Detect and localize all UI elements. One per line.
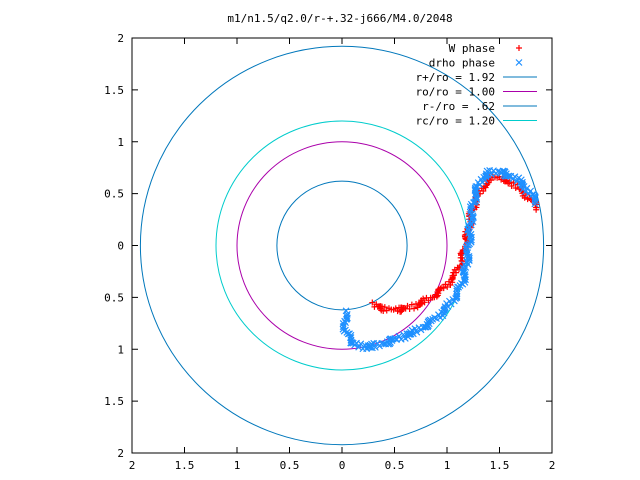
- x-tick-label: 1.5: [175, 459, 195, 472]
- drho-phase-marker: [531, 194, 539, 202]
- w-phase-marker: [440, 285, 447, 292]
- y-tick-label: 2: [117, 447, 124, 460]
- w-phase-marker: [433, 293, 440, 300]
- drho-phase-marker: [431, 314, 438, 322]
- drho-phase-marker: [473, 196, 481, 203]
- x-tick-label: 0.5: [385, 459, 405, 472]
- drho-phase-marker: [523, 184, 531, 192]
- legend-label: W phase: [449, 42, 495, 55]
- x-tick-label: 1: [234, 459, 241, 472]
- drho-phase-series: [339, 166, 539, 353]
- drho-phase-marker: [472, 183, 480, 190]
- drho-phase-marker: [531, 200, 539, 208]
- drho-phase-marker: [466, 208, 474, 216]
- x-tick-label: 2: [549, 459, 556, 472]
- w-phase-marker: [512, 184, 519, 191]
- y-axis-ticks: 2 1.5 1 0.5 0 0.5 1 1.5 2: [104, 32, 552, 460]
- w-phase-marker: [453, 269, 460, 276]
- drho-phase-marker: [409, 330, 417, 338]
- x-tick-label: 2: [129, 459, 136, 472]
- circle-0: [139, 45, 545, 446]
- legend-label: rc/ro = 1.20: [416, 115, 495, 128]
- w-phase-marker: [444, 283, 451, 290]
- drho-phase-marker: [453, 292, 461, 300]
- drho-phase-marker: [511, 173, 519, 181]
- w-phase-marker: [506, 178, 513, 185]
- legend-label: drho phase: [429, 57, 495, 70]
- w-phase-marker: [508, 183, 515, 190]
- w-phase-marker: [404, 302, 411, 309]
- drho-phase-marker: [531, 197, 539, 205]
- x-tick-label: 0.5: [280, 459, 300, 472]
- y-tick-label: 1: [117, 136, 124, 149]
- drho-phase-marker: [347, 334, 355, 341]
- legend-label: r+/ro = 1.92: [416, 71, 495, 84]
- y-tick-label: 0.5: [104, 188, 124, 201]
- drho-phase-marker: [411, 325, 419, 333]
- drho-phase-marker: [467, 221, 475, 229]
- y-tick-label: 0.5: [104, 291, 124, 304]
- w-phase-marker: [458, 257, 465, 264]
- x-tick-label: 1: [444, 459, 451, 472]
- x-axis-ticks: 2 1.5 1 0.5 0 0.5 1 1.5 2: [129, 38, 556, 472]
- circle-2: [276, 180, 408, 311]
- y-tick-label: 0: [117, 240, 124, 253]
- w-phase-marker: [480, 187, 487, 194]
- y-tick-label: 1.5: [104, 395, 124, 408]
- x-tick-label: 1.5: [490, 459, 510, 472]
- drho-phase-marker: [371, 343, 379, 351]
- w-phase-marker: [411, 305, 418, 312]
- drho-phase-marker: [407, 330, 415, 338]
- drho-phase-marker: [355, 343, 363, 351]
- drho-phase-marker: [391, 334, 399, 342]
- circle-1: [236, 141, 448, 350]
- w-phase-marker: [381, 304, 388, 311]
- legend-marker: [516, 45, 522, 51]
- legend-label: ro/ro = 1.00: [416, 86, 495, 99]
- y-tick-label: 2: [117, 32, 124, 45]
- drho-phase-marker: [467, 206, 475, 213]
- legend-marker: [515, 59, 523, 66]
- legend-label: r-/ro = .62: [422, 100, 495, 113]
- drho-phase-marker: [505, 172, 513, 180]
- w-phase-marker: [488, 177, 495, 184]
- w-phase-marker: [421, 299, 428, 306]
- y-tick-label: 1.5: [104, 84, 124, 97]
- drho-phase-marker: [357, 340, 365, 348]
- drho-phase-marker: [513, 177, 521, 185]
- x-tick-label: 0: [339, 459, 346, 472]
- drho-phase-marker: [471, 187, 479, 194]
- drho-phase-marker: [413, 328, 421, 336]
- w-phase-marker: [420, 295, 427, 302]
- y-tick-label: 1: [117, 343, 124, 356]
- w-phase-marker: [369, 299, 376, 306]
- drho-phase-marker: [469, 214, 477, 222]
- drho-phase-marker: [433, 315, 440, 323]
- chart-title: m1/n1.5/q2.0/r-+.32-j666/M4.0/2048: [227, 12, 452, 25]
- circles-layer: [139, 45, 545, 446]
